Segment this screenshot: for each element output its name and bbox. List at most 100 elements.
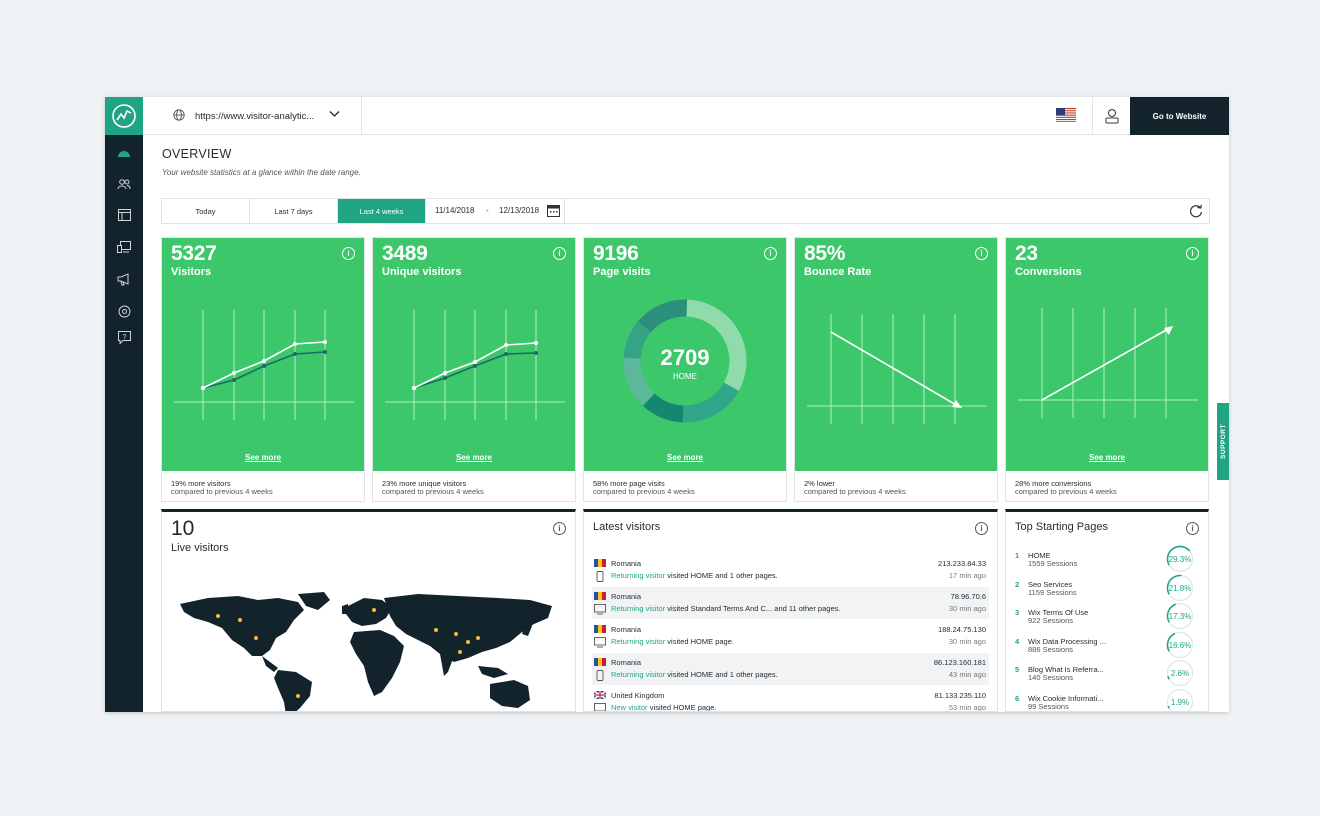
support-tab[interactable]: SUPPORT xyxy=(1217,403,1229,480)
visitor-row[interactable]: Romania 188.24.75.130 Returning visitor vi… xyxy=(592,620,989,652)
page-name[interactable]: Wix Cookie Informati... xyxy=(1028,693,1104,703)
visitor-time-ago: 53 min ago xyxy=(948,703,986,712)
percent-ring xyxy=(1166,688,1194,711)
visitor-country: Romania xyxy=(611,592,642,601)
page-sessions: 99 Sessions xyxy=(1028,701,1069,711)
page-visits-card-body[interactable]: 9196 Page visits i 2709 HOME See more xyxy=(584,238,786,471)
top-page-row[interactable]: 4 Wix Data Processing ... 886 Sessions 16.6… xyxy=(1015,631,1201,663)
visitor-type-link[interactable]: Returning visitor xyxy=(611,571,666,580)
info-icon[interactable]: i xyxy=(1186,247,1199,260)
visitor-activity-text: visited HOME and 1 other pages. xyxy=(665,571,778,580)
visitor-type-link[interactable]: Returning visitor xyxy=(611,637,666,646)
top-starting-pages-panel: Top Starting Pages i 1 HOME 1559 Sessions 2… xyxy=(1005,509,1209,712)
visitor-row[interactable]: Romania 86.123.160.181 Returning visitor v… xyxy=(592,653,989,685)
page-percent: 16.6% xyxy=(1168,640,1192,650)
top-page-row[interactable]: 1 HOME 1559 Sessions 29.3% xyxy=(1015,545,1201,577)
visitor-row[interactable]: Romania 213.233.84.33 Returning visitor vi… xyxy=(592,554,989,586)
visitor-time-ago: 30 min ago xyxy=(948,637,986,646)
visitor-type-link[interactable]: Returning visitor xyxy=(611,604,666,613)
desktop-device-icon xyxy=(594,637,606,648)
page-name[interactable]: Seo Services xyxy=(1028,579,1073,589)
refresh-icon[interactable] xyxy=(1189,204,1203,218)
start-date[interactable]: 11/14/2018 xyxy=(435,206,475,215)
conversions-change: 28% more conversions xyxy=(1015,479,1092,488)
settings-icon[interactable] xyxy=(116,303,132,319)
mobile-device-icon xyxy=(596,571,604,582)
live-visitors-panel: 10 Live visitors i xyxy=(161,509,576,712)
bounce-rate-card-body[interactable]: 85% Bounce Rate i xyxy=(795,238,997,471)
conversions-value: 23 xyxy=(1015,242,1038,265)
unique-visitors-value: 3489 xyxy=(382,242,428,265)
page-subtitle: Your website statistics at a glance with… xyxy=(162,168,361,177)
visitor-activity: Returning visitor visited Standard Terms… xyxy=(611,604,840,613)
top-page-row[interactable]: 3 Wix Terms Of Use 922 Sessions 17.3% xyxy=(1015,602,1201,634)
page-sessions: 1559 Sessions xyxy=(1028,559,1078,568)
page-name[interactable]: Blog What Is Referra... xyxy=(1028,665,1104,674)
visitor-ip: 188.24.75.130 xyxy=(938,625,986,634)
page-name[interactable]: HOME xyxy=(1028,551,1051,560)
help-icon[interactable]: ? xyxy=(116,329,132,345)
live-visitors-value: 10 xyxy=(171,517,195,540)
website-select[interactable]: https://www.visitor-analytic... xyxy=(143,97,362,135)
conversions-card-body[interactable]: 23 Conversions i See more xyxy=(1006,238,1208,471)
conversions-see-more-link[interactable]: See more xyxy=(1088,453,1126,462)
visitors-card-body[interactable]: 5327 Visitors i See more xyxy=(162,238,364,471)
visitor-row[interactable]: United Kingdom 81.133.235.110 New visitor … xyxy=(592,686,989,712)
devices-icon[interactable] xyxy=(116,239,132,255)
campaigns-icon[interactable] xyxy=(116,271,132,287)
world-map[interactable] xyxy=(178,592,560,712)
top-page-row[interactable]: 2 Seo Services 1159 Sessions 21.8% xyxy=(1015,574,1201,606)
info-icon[interactable]: i xyxy=(1186,522,1199,535)
conversions-compare: compared to previous 4 weeks xyxy=(1015,487,1117,496)
info-icon[interactable]: i xyxy=(764,247,777,260)
us-flag-icon[interactable] xyxy=(1056,108,1076,122)
chevron-down-icon xyxy=(329,111,340,117)
dashboard-icon[interactable] xyxy=(116,145,132,161)
page-visits-see-more-link[interactable]: See more xyxy=(666,453,704,462)
top-page-row[interactable]: 5 Blog What Is Referra... 140 Sessions 2.6% xyxy=(1015,659,1201,691)
visitor-country: Romania xyxy=(611,658,642,667)
percent-ring xyxy=(1166,545,1194,573)
percent-ring xyxy=(1166,574,1194,601)
go-to-website-button[interactable]: Go to Website xyxy=(1130,97,1229,135)
info-icon[interactable]: i xyxy=(553,522,566,535)
uk-flag-icon xyxy=(594,691,606,699)
bounce-rate-value: 85% xyxy=(804,242,846,265)
page-name[interactable]: Wix Data Processing ... xyxy=(1028,636,1106,646)
page-name[interactable]: Wix Terms Of Use xyxy=(1028,608,1089,617)
page-rank: 4 xyxy=(1015,636,1020,646)
tab-last-4-weeks[interactable]: Last 4 weeks xyxy=(338,199,426,223)
info-icon[interactable]: i xyxy=(975,522,988,535)
visitor-type-link[interactable]: New visitor xyxy=(611,703,648,712)
page-rank: 5 xyxy=(1015,665,1020,674)
calendar-icon[interactable] xyxy=(547,204,560,217)
end-date[interactable]: 12/13/2018 xyxy=(499,206,540,215)
unique-visitors-see-more-link[interactable]: See more xyxy=(455,453,493,462)
logo-icon xyxy=(112,104,136,128)
top-page-row[interactable]: 6 Wix Cookie Informati... 99 Sessions 1.9% xyxy=(1015,688,1201,711)
tab-last-7-days[interactable]: Last 7 days xyxy=(250,199,338,223)
visitors-see-more-link[interactable]: See more xyxy=(244,453,282,462)
info-icon[interactable]: i xyxy=(342,247,355,260)
user-icon xyxy=(1105,109,1118,124)
visitor-activity: Returning visitor visited HOME and 1 oth… xyxy=(611,670,778,679)
latest-visitors-title: Latest visitors xyxy=(593,521,661,533)
info-icon[interactable]: i xyxy=(975,247,988,260)
page-sessions: 140 Sessions xyxy=(1028,673,1074,682)
tab-today[interactable]: Today xyxy=(162,199,250,223)
info-icon[interactable]: i xyxy=(553,247,566,260)
visitor-row[interactable]: Romania 78.96.70.6 Returning visitor visit… xyxy=(592,587,989,619)
pages-icon[interactable] xyxy=(116,207,132,223)
visitor-activity-text: visited Standard Terms And C... and 11 o… xyxy=(665,604,841,613)
visitors-card: 5327 Visitors i See more 19% more visito… xyxy=(161,237,365,502)
unique-visitors-card-body[interactable]: 3489 Unique visitors i See more xyxy=(373,238,575,471)
percent-ring xyxy=(1166,602,1194,630)
user-account-button[interactable] xyxy=(1092,97,1130,135)
visitor-activity: New visitor visited HOME page. xyxy=(611,703,716,712)
page-visits-compare: compared to previous 4 weeks xyxy=(593,487,695,496)
logo[interactable] xyxy=(105,97,143,135)
visitor-type-link[interactable]: Returning visitor xyxy=(611,670,666,679)
visitor-activity-text: visited HOME and 1 other pages. xyxy=(665,670,778,679)
visitors-icon[interactable] xyxy=(116,176,132,192)
conversions-trend-chart xyxy=(1018,308,1198,418)
